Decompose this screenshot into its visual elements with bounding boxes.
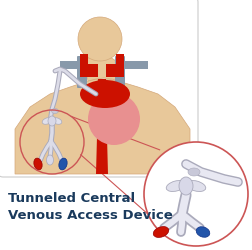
- Circle shape: [144, 142, 248, 246]
- Polygon shape: [96, 80, 108, 100]
- Ellipse shape: [196, 227, 210, 237]
- Ellipse shape: [51, 109, 58, 114]
- Polygon shape: [124, 62, 148, 70]
- Polygon shape: [116, 55, 124, 65]
- FancyBboxPatch shape: [115, 57, 125, 89]
- Ellipse shape: [80, 81, 130, 108]
- Polygon shape: [96, 100, 108, 174]
- Ellipse shape: [166, 181, 186, 192]
- Ellipse shape: [42, 118, 52, 125]
- Text: Tunneled Central
Venous Access Device: Tunneled Central Venous Access Device: [8, 191, 173, 221]
- Ellipse shape: [188, 168, 200, 176]
- Ellipse shape: [179, 177, 193, 195]
- Polygon shape: [106, 65, 124, 78]
- Ellipse shape: [47, 156, 53, 165]
- Ellipse shape: [52, 118, 62, 125]
- Polygon shape: [84, 56, 118, 82]
- Ellipse shape: [48, 116, 56, 126]
- FancyBboxPatch shape: [0, 0, 198, 177]
- Polygon shape: [15, 80, 190, 174]
- Ellipse shape: [59, 158, 67, 170]
- Ellipse shape: [186, 181, 206, 192]
- Ellipse shape: [88, 94, 140, 146]
- Ellipse shape: [153, 227, 169, 237]
- Ellipse shape: [34, 158, 42, 170]
- Circle shape: [78, 18, 122, 62]
- Polygon shape: [80, 55, 88, 65]
- FancyBboxPatch shape: [77, 57, 87, 89]
- Polygon shape: [80, 65, 98, 78]
- Polygon shape: [60, 62, 78, 70]
